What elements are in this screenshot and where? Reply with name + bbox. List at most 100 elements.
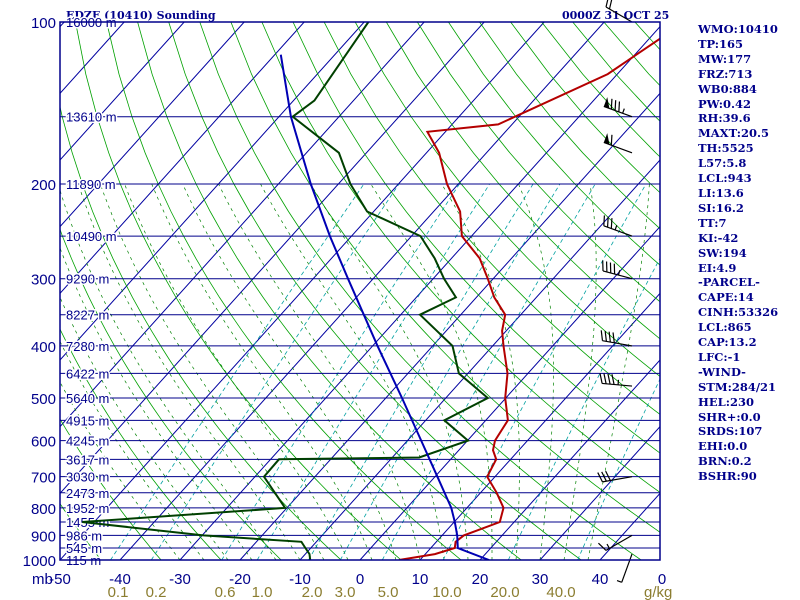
isotherm-line	[299, 159, 660, 560]
isotherm-line	[60, 22, 485, 495]
index-line: KI:-42	[698, 230, 739, 245]
temperature-tick-label: 30	[532, 571, 549, 588]
index-line: EI:4.9	[698, 260, 737, 275]
height-label: 9290 m	[66, 272, 109, 287]
mixing-ratio-label: 3.0	[335, 584, 356, 600]
wind-barb	[600, 330, 633, 347]
mixing-ratio-label: 0.1	[108, 584, 129, 600]
isotherm-line	[539, 425, 660, 560]
pressure-unit-label: mb	[32, 571, 53, 588]
dry-adiabat-line	[137, 22, 522, 560]
mixing-ratio-label: 5.0	[378, 584, 399, 600]
index-line: CINH:53326	[698, 305, 779, 320]
moist-adiabat-line	[99, 183, 325, 560]
height-label: 4245 m	[66, 434, 109, 449]
mixing-ratio-label: 0.6	[215, 584, 236, 600]
moist-adiabat-line	[587, 183, 650, 560]
index-line: SI:16.2	[698, 200, 744, 215]
index-line: LCL:943	[698, 171, 752, 186]
moist-adiabat-line	[151, 183, 373, 560]
wind-barb	[597, 470, 633, 483]
height-label: 13610 m	[66, 110, 117, 125]
index-line: WB0:884	[698, 81, 757, 96]
pressure-tick-label: 900	[31, 528, 56, 545]
mixing-ratio-line	[110, 183, 365, 560]
isotherm-line	[239, 92, 660, 560]
valid-time: 0000Z 31 OCT 25	[562, 9, 670, 22]
index-line: BRN:0.2	[698, 454, 752, 469]
height-label: 2473 m	[66, 486, 109, 501]
pressure-tick-label: 600	[31, 434, 56, 451]
wind-barb	[598, 534, 633, 551]
index-line: CAPE:14	[698, 290, 754, 305]
plot-frame	[59, 21, 661, 561]
pressure-tick-label: 700	[31, 470, 56, 487]
temperature-tick-label: -20	[229, 571, 251, 588]
index-line: STM:284/21	[698, 379, 777, 394]
temperature-tick-label: -50	[49, 571, 71, 588]
mixing-ratio-line	[442, 183, 647, 560]
station-title: EDZE (10410) Sounding	[66, 9, 216, 22]
index-line: LCL:865	[698, 320, 752, 335]
index-line: PW:0.42	[698, 96, 752, 111]
pressure-tick-label: 300	[31, 272, 56, 289]
index-line: SHR+:0.0	[698, 409, 761, 424]
index-line: FRZ:713	[698, 66, 753, 81]
mixing-ratio-line	[308, 183, 534, 560]
moist-adiabat-line	[260, 183, 445, 560]
index-line: LFC:-1	[698, 349, 741, 364]
isotherm-line	[60, 22, 185, 161]
dry-adiabat-line	[106, 22, 462, 560]
index-line: SRDS:107	[698, 424, 763, 439]
moist-adiabat-line	[182, 183, 397, 560]
index-line: MAXT:20.5	[698, 126, 769, 141]
mixing-ratio-line	[339, 183, 561, 560]
index-line: HEL:230	[698, 394, 754, 409]
mixing-ratio-label: 20.0	[490, 584, 519, 600]
index-line: EHI:0.0	[698, 439, 748, 454]
mixing-ratio-unit: g/kg	[644, 584, 672, 600]
temperature-tick-label: -40	[109, 571, 131, 588]
pressure-tick-label: 100	[31, 15, 56, 32]
mixing-ratio-line	[256, 183, 490, 560]
index-line: -PARCEL-	[698, 275, 760, 290]
mixing-ratio-label: 0.2	[146, 584, 167, 600]
index-line: RH:39.6	[698, 111, 751, 126]
isotherm-line	[0, 22, 4, 560]
dry-adiabat-line	[261, 22, 660, 493]
height-label: 545 m	[66, 541, 102, 556]
temperature-tick-label: -30	[169, 571, 191, 588]
moist-adiabat-line	[124, 183, 349, 560]
moist-adiabat-line	[518, 183, 554, 560]
height-label: 6422 m	[66, 366, 109, 381]
wind-barb	[602, 260, 633, 280]
moist-adiabat-line	[77, 183, 301, 560]
mixing-ratio-label: 1.0	[252, 584, 273, 600]
temperature-tick-label: 0	[356, 571, 364, 588]
isotherm-line	[479, 359, 660, 560]
index-line: MW:177	[698, 51, 752, 66]
mixing-ratio-label: 40.0	[546, 584, 575, 600]
height-label: 4915 m	[66, 413, 109, 428]
parcel-trace	[279, 54, 490, 560]
stability-indices: WMO:10410 TP:165 MW:177 FRZ:713 WB0:884 PW:0.…	[698, 22, 798, 484]
isotherm-line	[359, 225, 660, 560]
dewpoint-trace	[82, 22, 490, 560]
index-line: WMO:10410	[698, 22, 778, 36]
pressure-tick-label: 1000	[23, 553, 56, 570]
mixing-ratio-line	[507, 257, 660, 560]
mixing-ratio-line	[577, 378, 660, 560]
mixing-ratio-line	[150, 183, 400, 560]
temperature-tick-label: 0	[658, 571, 666, 588]
height-label: 3617 m	[66, 452, 109, 467]
height-label: 5640 m	[66, 391, 109, 406]
isotherm-line	[60, 22, 245, 228]
wind-barb	[599, 373, 633, 387]
mixing-ratio-label: 10.0	[432, 584, 461, 600]
isotherm-line	[60, 22, 305, 295]
wind-barb	[605, 0, 633, 23]
index-line: BSHR:90	[698, 469, 757, 484]
isotherm-line	[60, 22, 425, 428]
index-line: -WIND-	[698, 364, 746, 379]
